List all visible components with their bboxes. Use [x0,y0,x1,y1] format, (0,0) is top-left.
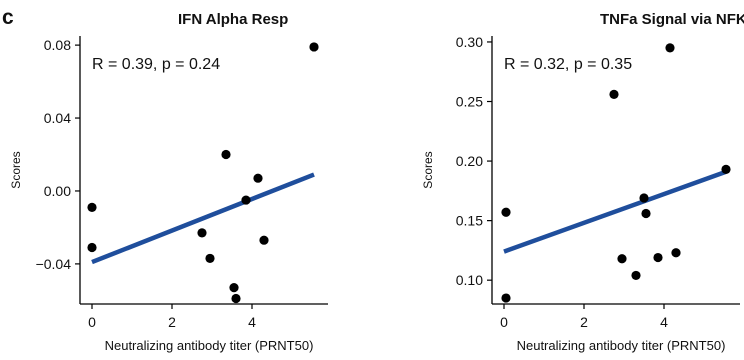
y-tick-label: 0.04 [44,110,71,126]
x-axis-label: Neutralizing antibody titer (PRNT50) [105,338,314,353]
data-point [639,193,649,203]
y-tick-label: 0.30 [456,34,483,50]
x-tick-label: 4 [660,314,668,330]
x-tick-label: 0 [88,314,96,330]
data-point [197,228,207,238]
regression-line [91,172,315,265]
x-tick-label: 4 [248,314,256,330]
x-tick-label: 2 [168,314,176,330]
data-point [721,164,731,175]
y-tick-label: 0.15 [456,213,483,229]
data-point [671,248,681,258]
data-point [259,235,269,245]
data-point [609,89,619,99]
data-point [253,173,263,183]
y-axis-label: Scores [421,151,435,188]
data-point [653,252,663,263]
data-point [617,254,627,264]
x-tick-label: 2 [580,314,588,330]
data-point [87,202,97,212]
y-tick-label: 0.25 [456,94,483,110]
y-tick-label: 0.10 [456,272,483,288]
data-point [221,149,231,160]
data-point [229,282,239,293]
data-point [205,253,215,264]
y-axis-label: Scores [9,151,23,188]
data-point [501,293,511,303]
tnfa-panel: TNFa Signal via NFKB 0.10 0.15 0.20 0.25 0.30… [421,11,744,353]
data-point [665,43,675,53]
panel-letter: c [2,6,14,29]
ifn-alpha-panel: IFN Alpha Resp −0.04 0.00 0.04 0.08 0 2 4 Scores… [9,11,328,353]
data-point [309,42,319,52]
data-point [87,242,97,253]
y-tick-label: −0.04 [36,256,72,272]
y-tick-label: 0.08 [44,37,71,53]
data-point [231,293,241,304]
correlation-annotation: R = 0.32, p = 0.35 [504,56,632,73]
data-point [501,207,511,217]
data-point [241,195,251,205]
chart-title: IFN Alpha Resp [178,11,288,28]
y-tick-label: 0.20 [456,153,483,169]
x-tick-label: 0 [500,314,508,330]
data-point [641,208,651,219]
chart-title: TNFa Signal via NFKB [600,11,744,28]
data-point [631,270,641,281]
y-tick-label: 0.00 [44,183,71,199]
x-axis-label: Neutralizing antibody titer (PRNT50) [517,338,726,353]
regression-line [503,169,727,254]
correlation-annotation: R = 0.39, p = 0.24 [92,56,220,73]
